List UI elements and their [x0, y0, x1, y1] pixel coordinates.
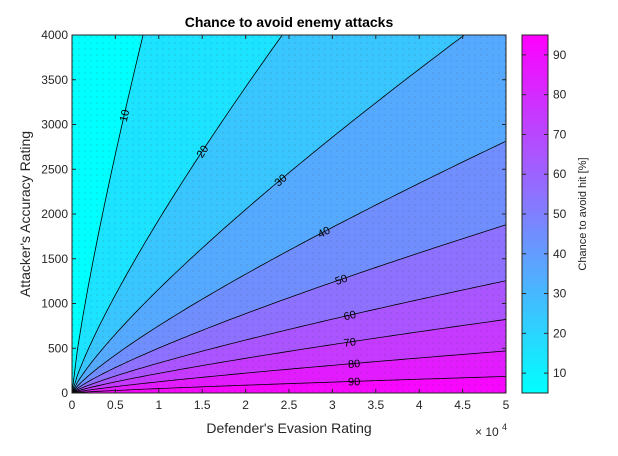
y-axis-label: Attacker's Accuracy Rating — [17, 131, 33, 297]
contour-label-40: 40 — [316, 225, 332, 241]
contour-line-80 — [72, 350, 506, 393]
x-tick-label: 3 — [329, 398, 336, 412]
colorbar: 10 20 30 40 50 60 70 80 90 Chance to avoid hit [… — [521, 34, 589, 394]
colorbar-tick-label: 60 — [553, 167, 567, 181]
y-tick-label: 2000 — [41, 207, 68, 221]
y-tick-label: 1000 — [41, 297, 68, 311]
chart-title: Chance to avoid enemy attacks — [185, 14, 394, 30]
x-multiplier-exponent: 4 — [502, 422, 507, 432]
x-axis-label: Defender's Evasion Rating — [206, 420, 371, 436]
x-tick-label: 3.5 — [367, 398, 384, 412]
x-tick-label: 0.5 — [107, 398, 124, 412]
y-tick-label: 4000 — [41, 28, 68, 42]
y-tick-label: 0 — [61, 386, 68, 400]
colorbar-tick-label: 80 — [553, 88, 567, 102]
colorbar-tick-label: 90 — [553, 48, 567, 62]
y-tick-label: 500 — [48, 341, 68, 355]
contour-line-50 — [72, 224, 506, 393]
contour-label-50: 50 — [334, 273, 350, 288]
x-tick-label: 1.5 — [194, 398, 211, 412]
x-axis-multiplier: × 10 4 — [475, 422, 507, 439]
colorbar-tick-label: 30 — [553, 287, 567, 301]
colorbar-tick-label: 20 — [553, 326, 567, 340]
contour-label-90: 90 — [348, 376, 361, 388]
x-tick-label: 1 — [155, 398, 162, 412]
y-tick-label: 1500 — [41, 252, 68, 266]
contour-line-70 — [72, 319, 506, 393]
y-tick-label: 3000 — [41, 118, 68, 132]
contour-line-60 — [72, 280, 506, 393]
y-tick-label: 3500 — [41, 73, 68, 87]
x-tick-label: 4.5 — [454, 398, 471, 412]
contour-line-40 — [72, 140, 506, 393]
colorbar-tick-label: 70 — [553, 127, 567, 141]
colorbar-label: Chance to avoid hit [%] — [577, 157, 589, 270]
x-tick-label: 4 — [416, 398, 423, 412]
contour-label-20: 20 — [195, 143, 212, 160]
colorbar-tick-label: 10 — [553, 366, 567, 380]
minor-grid-dots — [72, 35, 506, 393]
contour-line-90 — [72, 376, 506, 393]
x-tick-label: 2 — [242, 398, 249, 412]
contour-label-80: 80 — [348, 358, 361, 371]
colorbar-tick-label: 40 — [553, 247, 567, 261]
contour-label-60: 60 — [343, 309, 358, 323]
y-tick-label: 2500 — [41, 162, 68, 176]
colorbar-gradient — [521, 34, 549, 394]
colorbar-tick-label: 50 — [553, 207, 567, 221]
contour-label-10: 10 — [118, 108, 132, 123]
x-tick-label: 2.5 — [281, 398, 298, 412]
contour-label-70: 70 — [343, 336, 357, 350]
x-tick-label: 0 — [69, 398, 76, 412]
x-tick-label: 5 — [503, 398, 510, 412]
contour-line-30 — [72, 35, 466, 393]
x-multiplier-base: × 10 — [475, 425, 499, 439]
contour-line-20 — [72, 35, 283, 393]
